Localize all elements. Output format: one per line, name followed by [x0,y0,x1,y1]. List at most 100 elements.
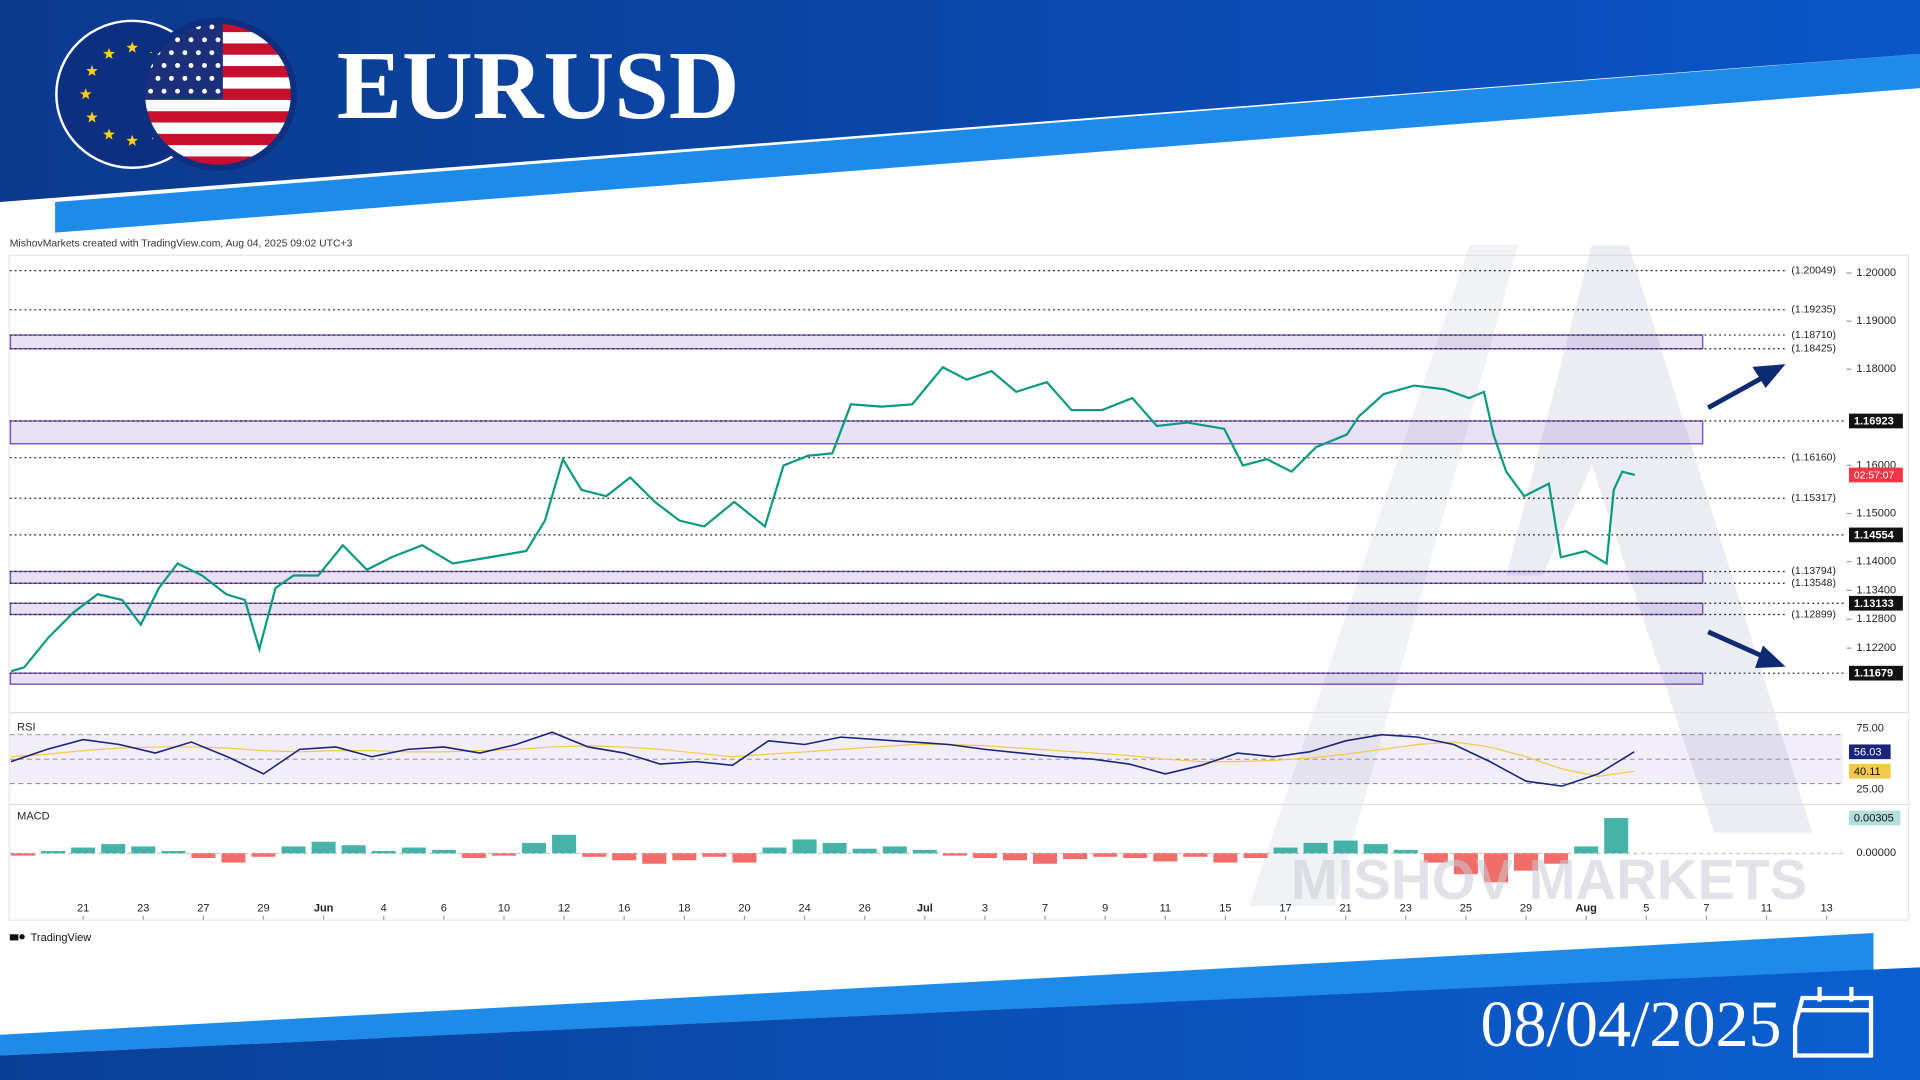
macd-bar [702,853,727,857]
macd-bar [1574,846,1599,854]
us-star [188,63,194,68]
us-flag-border [138,17,297,171]
eu-star [86,64,98,76]
macd-bar [431,849,456,854]
x-tick-label: 11 [1761,902,1772,914]
us-star [209,24,215,30]
x-tick-label: 26 [859,902,871,914]
macd-bar [341,845,366,854]
y-tick-label: 1.14000 [1856,555,1896,567]
macd-value-box [1848,810,1901,826]
macd-bar [882,846,907,854]
macd-bar [1333,840,1358,854]
macd-label: MACD [17,811,49,823]
macd-bar [1002,853,1028,861]
x-tick-label: 23 [137,902,149,914]
us-star [161,88,167,94]
eu-star [126,41,139,53]
us-stripe [142,156,294,168]
x-tick-label: 21 [1340,902,1352,914]
macd-bar [732,853,757,863]
countdown: 02:57:07 [1854,470,1895,481]
macd-bar [311,841,336,854]
macd-bar [1363,844,1388,854]
level-label: (1.13548) [1791,578,1835,589]
macd-bar [1483,853,1508,883]
macd-bar [1123,853,1148,858]
x-tick-label: 5 [1643,902,1649,914]
rsi-ma-value: 40.11 [1854,766,1881,778]
level-label: (1.12899) [1791,609,1835,620]
rsi-tick-label: 75.00 [1856,722,1884,734]
us-star [182,50,188,56]
macd-bar [972,853,997,858]
us-star [202,37,207,43]
us-stripe [142,133,294,146]
macd-bar [461,853,486,858]
y-tick-label: 1.16000 [1856,459,1896,471]
macd-bar [1544,853,1569,864]
macd-bar [792,839,817,854]
x-tick-label: 29 [257,902,269,914]
us-star [188,37,194,43]
us-star [215,63,221,68]
macd-bar [942,853,967,856]
watermark: MISHOV MARKETS [1291,848,1807,911]
x-tick-label: 10 [498,902,510,914]
macd-bar [582,853,607,857]
arrows [1706,364,1786,668]
x-tick-label: 11 [1160,902,1171,914]
macd-bar [612,853,637,861]
macd-bar [1213,853,1238,863]
tradingview-logo: TradingView [9,932,91,944]
us-star [175,37,180,43]
price-line [10,365,1636,673]
us-flag [142,20,294,168]
x-tick-label: 17 [1279,902,1291,914]
x-tick-label: 29 [1520,902,1532,914]
macd-bar [1604,818,1629,854]
level-label: (1.16160) [1791,452,1835,463]
x-tick-label: 13 [1820,902,1832,914]
level-label: (1.13794) [1791,566,1835,577]
us-star [168,50,174,56]
macd-bar [491,853,517,856]
rsi-label: RSI [17,721,35,733]
macd-bar [41,851,66,854]
macd-value: 0.00305 [1854,813,1894,825]
y-tick-label: 1.19000 [1856,315,1896,327]
us-star [155,75,161,81]
macd-bar [1453,853,1478,875]
us-star [175,88,180,94]
x-tick-label: 12 [558,902,570,914]
us-star [202,88,207,94]
x-tick-label: 27 [197,902,209,914]
macd-bar [1153,853,1178,862]
us-star [195,75,201,81]
macd-bar [762,847,787,854]
x-tick-label: 6 [441,902,447,914]
y-tick-label: 1.12800 [1856,613,1896,625]
macd-bar [161,851,186,854]
macd-bar [642,853,667,864]
zone [9,420,1704,445]
level-label: 1.16923 [1854,416,1894,428]
macd-bar [852,848,877,854]
macd-bar [672,853,697,861]
x-tick-label: 4 [381,902,387,914]
macd-bar [1273,847,1298,854]
us-star [148,88,154,94]
macd-bar [522,842,547,854]
us-star [215,37,221,43]
level-label: (1.15317) [1791,493,1835,504]
macd-bar [281,846,306,854]
macd-bar [10,853,36,856]
date: 08/04/2025 [1480,988,1781,1061]
footer-band [0,967,1920,1080]
us-star [182,75,188,81]
y-tick-label: 1.18000 [1856,363,1896,375]
macd-bar [1183,853,1208,857]
chart: 1.20000 1.19000 1.18000 1.16000 1.15000 1.140… [9,265,1908,920]
